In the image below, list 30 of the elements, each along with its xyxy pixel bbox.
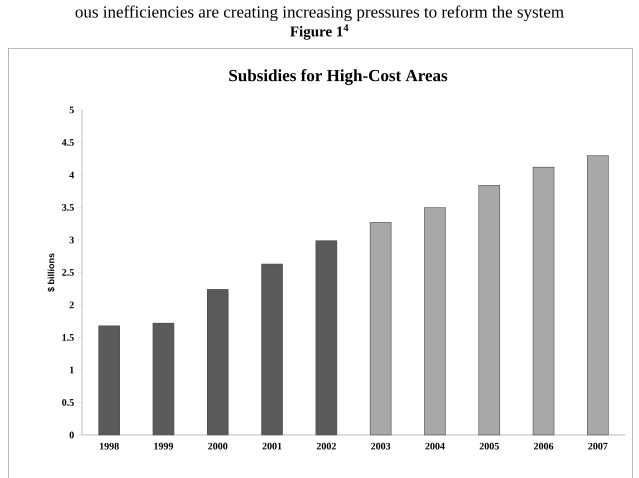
bar xyxy=(587,155,609,436)
y-tick-label: 1.5 xyxy=(62,334,74,341)
y-tick-label: 4.5 xyxy=(62,139,74,146)
bar xyxy=(532,166,554,436)
chart-title: Subsidies for High-Cost Areas xyxy=(229,69,448,85)
y-tick-label: 3.5 xyxy=(62,204,74,211)
y-axis-title: $ billions xyxy=(47,253,55,292)
x-tick-label: 1998 xyxy=(100,442,119,450)
x-tick-label: 2003 xyxy=(371,442,390,450)
y-tick-label: 4 xyxy=(69,172,74,178)
x-tick-label: 1999 xyxy=(154,442,174,450)
x-tick-label: 2004 xyxy=(425,442,445,450)
caption: Figure 1$^{4}$ xyxy=(290,24,348,40)
x-tick-label: 2007 xyxy=(588,442,608,450)
y-tick-label: 5 xyxy=(70,106,74,114)
y-tick-label: 0 xyxy=(70,432,74,438)
y-tick-label: 1 xyxy=(70,366,74,374)
bar xyxy=(370,222,392,436)
y-tick-label: 2 xyxy=(70,302,74,308)
x-tick-label: 2006 xyxy=(534,442,554,450)
text: ous inefficiencies are creating increasing pressures to reform the system xyxy=(76,6,564,22)
y-tick-label: 0.5 xyxy=(62,399,74,406)
bar xyxy=(424,207,446,436)
y-tick-label: 3 xyxy=(70,236,74,244)
x-tick-label: 2001 xyxy=(262,442,282,450)
x-tick-label: 2005 xyxy=(480,442,499,450)
x-tick-label: 2002 xyxy=(316,442,336,450)
y-tick-label: 2.5 xyxy=(62,269,74,276)
bar xyxy=(478,185,500,436)
x-tick-label: 2000 xyxy=(208,442,228,450)
